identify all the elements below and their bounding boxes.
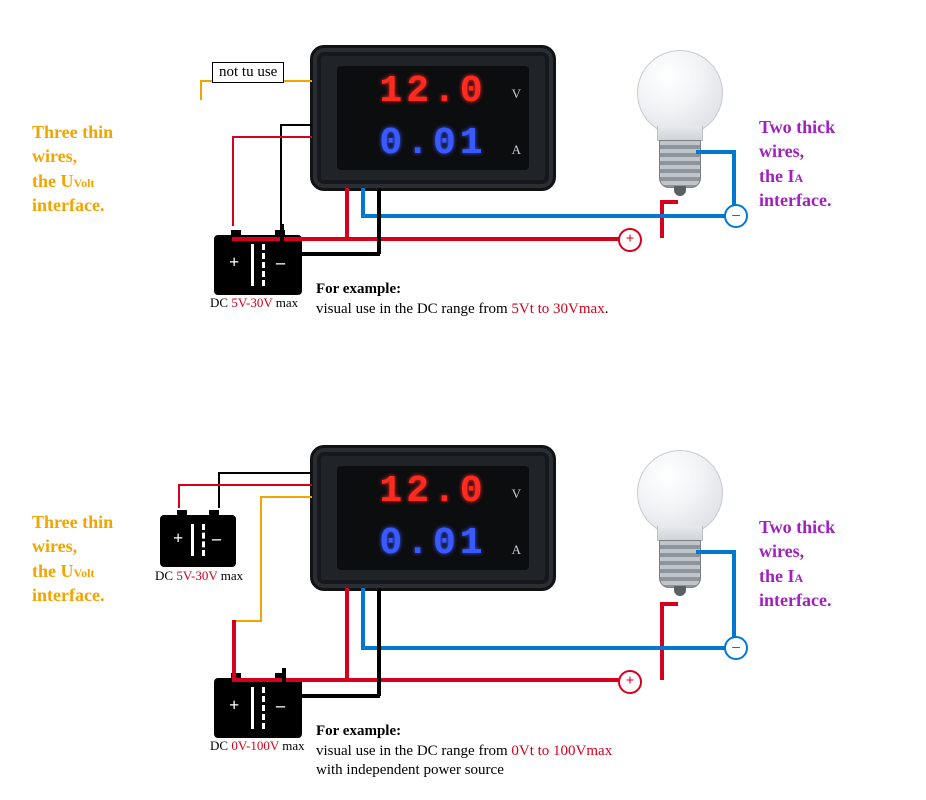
wire-blue-thick	[696, 150, 736, 154]
wire-blue-thick	[361, 646, 735, 650]
battery-cells	[191, 524, 205, 556]
wire-yellow-thin	[232, 620, 262, 622]
example-title: For example:	[316, 281, 401, 297]
polarity-minus-icon: –	[724, 204, 748, 228]
meter-screen: 12.0 0.01 V A	[337, 66, 529, 170]
txt: Two thick	[759, 117, 835, 137]
wire-red-thick	[232, 678, 628, 682]
unit-a: A	[512, 542, 521, 558]
bulb-glass	[637, 450, 723, 536]
wire-red-thin	[232, 136, 234, 226]
txt: the	[759, 166, 788, 186]
wire-red-thick	[660, 200, 664, 238]
light-bulb	[635, 450, 725, 600]
meter-screen: 12.0 0.01 V A	[337, 466, 529, 570]
battery-source: + –	[214, 678, 302, 738]
diagram-top: Three thin wires, the UVolt interface. T…	[0, 20, 926, 390]
txt: interface.	[759, 190, 831, 210]
wire-yellow-thin	[260, 496, 312, 498]
wire-blue-thick	[361, 188, 365, 214]
sub-amp: A	[795, 171, 804, 185]
wire-red-thin	[178, 484, 180, 508]
wire-black-thin	[218, 472, 220, 508]
wire-blue-thick	[696, 550, 736, 554]
voltmeter-ammeter: 12.0 0.01 V A	[310, 45, 556, 191]
amp-reading: 0.01	[337, 118, 529, 170]
wire-black-thick	[282, 668, 286, 696]
wire-blue-thick	[361, 214, 735, 218]
polarity-plus-icon: +	[618, 228, 642, 252]
voltmeter-ammeter: 12.0 0.01 V A	[310, 445, 556, 591]
wire-blue-thick	[732, 550, 736, 650]
wire-red-thick	[345, 588, 349, 680]
wire-red-thin	[178, 484, 312, 486]
amp-reading: 0.01	[337, 518, 529, 570]
volt-reading: 12.0	[337, 466, 529, 518]
wire-red-thick	[232, 237, 628, 241]
right-caption: Two thick wires, the IA interface.	[759, 515, 894, 612]
txt: wires,	[759, 141, 804, 161]
battery-minus-icon: –	[276, 695, 285, 716]
light-bulb	[635, 50, 725, 200]
left-caption: Three thin wires, the UVolt interface.	[32, 120, 167, 217]
example-title: For example:	[316, 723, 401, 739]
symbol-u: U	[61, 171, 74, 191]
diagram-bottom: Three thin wires, the UVolt interface. T…	[0, 420, 926, 790]
txt: Three thin	[32, 122, 113, 142]
battery-cells	[251, 687, 265, 729]
wire-red-thin	[232, 136, 312, 138]
wire-red-thick	[660, 602, 678, 606]
wire-black-thick	[280, 252, 380, 256]
wire-black-thick	[280, 224, 284, 254]
wire-black-thin	[280, 124, 312, 126]
unit-v: V	[512, 486, 521, 502]
example-caption: For example: visual use in the DC range …	[316, 280, 608, 319]
battery-range-label: DC 5V-30V max	[210, 295, 298, 311]
wire-red-thick	[345, 188, 349, 240]
battery-meter-range-label: DC 5V-30V max	[155, 568, 243, 584]
wire-black-thin	[280, 124, 282, 224]
battery: + –	[214, 235, 302, 295]
wire-black-thick	[282, 694, 380, 698]
wire-yellow-thin	[260, 496, 262, 622]
wire-red-thick	[660, 200, 678, 204]
txt: interface.	[32, 195, 104, 215]
battery-meter-supply: + –	[160, 515, 236, 567]
bulb-screw	[659, 140, 701, 188]
battery-minus-icon: –	[212, 528, 221, 549]
unit-v: V	[512, 86, 521, 102]
symbol-i: I	[788, 166, 795, 186]
polarity-minus-icon: –	[724, 636, 748, 660]
txt: the	[32, 171, 61, 191]
bulb-tip	[674, 186, 686, 196]
example-caption: For example: visual use in the DC range …	[316, 722, 612, 781]
wire-blue-thick	[361, 588, 365, 646]
bulb-tip	[674, 586, 686, 596]
battery-plus-icon: +	[229, 695, 239, 716]
battery-plus-icon: +	[173, 528, 183, 549]
sub-volt: Volt	[74, 176, 95, 190]
left-caption: Three thin wires, the UVolt interface.	[32, 510, 167, 607]
battery-plus-icon: +	[229, 252, 239, 273]
bulb-screw	[659, 540, 701, 588]
bulb-neck	[657, 126, 703, 141]
battery-source-range-label: DC 0V-100V max	[210, 738, 305, 754]
wire-red-thick	[232, 620, 236, 680]
right-caption: Two thick wires, the IA interface.	[759, 115, 894, 212]
unit-a: A	[512, 142, 521, 158]
not-use-label: not tu use	[212, 62, 284, 83]
battery-cells	[251, 244, 265, 286]
wire-black-thin	[218, 472, 312, 474]
wire-red-thick	[660, 602, 664, 680]
txt: wires,	[32, 146, 77, 166]
wire-yellow	[200, 80, 202, 100]
polarity-plus-icon: +	[618, 670, 642, 694]
wire-black-thick	[377, 588, 381, 696]
bulb-glass	[637, 50, 723, 136]
wire-black-thick	[377, 188, 381, 254]
volt-reading: 12.0	[337, 66, 529, 118]
bulb-neck	[657, 526, 703, 541]
